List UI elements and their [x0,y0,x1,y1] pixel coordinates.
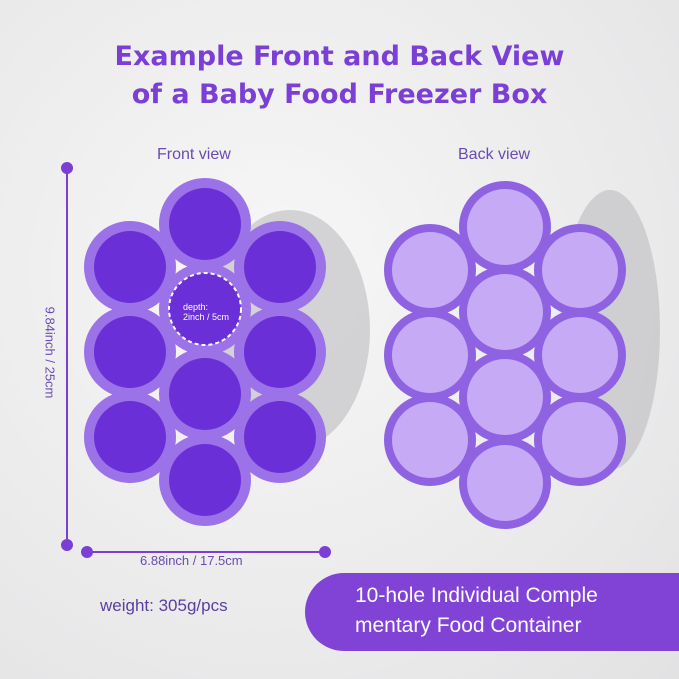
well-dome [542,402,618,478]
depth-value: 2inch / 5cm [183,312,230,322]
well-dome [467,445,543,521]
food-well [94,316,166,388]
headline-line-2: of a Baby Food Freezer Box [131,79,548,110]
food-well [94,231,166,303]
banner-line-2: mentary Food Container [355,614,582,637]
back-tray [384,181,626,529]
height-dimension-line [61,162,73,551]
well-dome [392,317,468,393]
height-dimension: 9.84inch / 25cm [42,306,58,399]
well-dome [467,274,543,350]
well-dome [542,232,618,308]
front-view-label: Front view [157,146,231,163]
well-dome [542,317,618,393]
front-tray [84,178,326,526]
food-well [244,231,316,303]
weight-text: weight: 305g/pcs [100,596,228,615]
food-well [169,358,241,430]
headline-line-1: Example Front and Back View [114,41,565,72]
banner-line-1: 10-hole Individual Comple [355,584,598,607]
back-view-label: Back view [458,146,531,163]
food-well [169,188,241,260]
food-well [94,401,166,473]
food-well [168,272,242,346]
well-dome [392,232,468,308]
width-dimension: 6.88inch / 17.5cm [140,553,243,568]
depth-label: depth: [183,302,209,312]
depth-annotation: depth: 2inch / 5cm [183,302,229,322]
product-banner: 10-hole Individual Comple mentary Food C… [305,573,679,651]
headline: Example Front and Back View of a Baby Fo… [0,38,679,114]
well-dome [392,402,468,478]
well-dome [467,189,543,265]
width-dimension-line [81,546,331,558]
food-well [169,444,241,516]
food-well [244,401,316,473]
well-dome [467,359,543,435]
food-well [244,316,316,388]
